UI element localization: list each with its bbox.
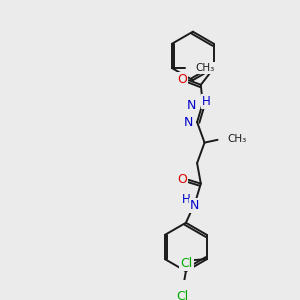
Text: H: H	[182, 193, 190, 206]
Text: N: N	[190, 199, 199, 212]
Text: Cl: Cl	[176, 290, 188, 300]
Text: H: H	[202, 95, 211, 108]
Text: N: N	[187, 99, 196, 112]
Text: O: O	[177, 173, 187, 186]
Text: O: O	[177, 73, 187, 86]
Text: CH₃: CH₃	[228, 134, 247, 144]
Text: Cl: Cl	[180, 257, 193, 270]
Text: CH₃: CH₃	[195, 63, 214, 73]
Text: N: N	[184, 116, 194, 129]
